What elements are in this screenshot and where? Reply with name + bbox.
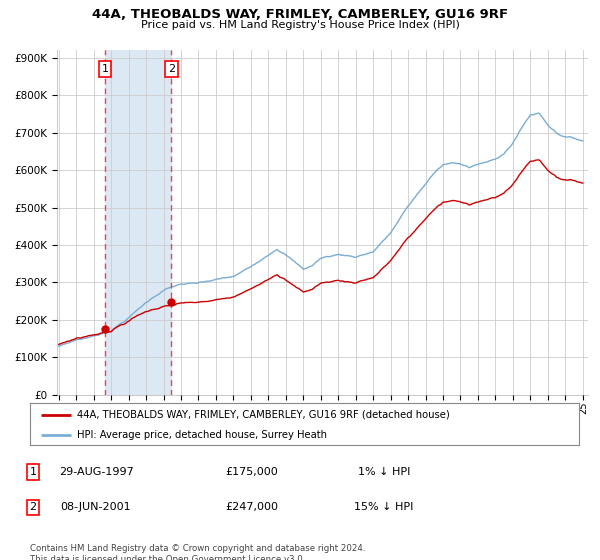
Text: 1% ↓ HPI: 1% ↓ HPI	[358, 467, 410, 477]
Text: HPI: Average price, detached house, Surrey Heath: HPI: Average price, detached house, Surr…	[77, 430, 326, 440]
Text: Price paid vs. HM Land Registry's House Price Index (HPI): Price paid vs. HM Land Registry's House …	[140, 20, 460, 30]
Text: 1: 1	[102, 64, 109, 74]
Text: Contains HM Land Registry data © Crown copyright and database right 2024.
This d: Contains HM Land Registry data © Crown c…	[30, 544, 365, 560]
Text: 29-AUG-1997: 29-AUG-1997	[59, 467, 133, 477]
Text: £175,000: £175,000	[226, 467, 278, 477]
Text: 2: 2	[167, 64, 175, 74]
Text: 2: 2	[29, 502, 37, 512]
Text: 44A, THEOBALDS WAY, FRIMLEY, CAMBERLEY, GU16 9RF: 44A, THEOBALDS WAY, FRIMLEY, CAMBERLEY, …	[92, 8, 508, 21]
Bar	[105, 50, 171, 395]
Text: 1: 1	[29, 467, 37, 477]
Text: 44A, THEOBALDS WAY, FRIMLEY, CAMBERLEY, GU16 9RF (detached house): 44A, THEOBALDS WAY, FRIMLEY, CAMBERLEY, …	[77, 410, 449, 420]
Text: 15% ↓ HPI: 15% ↓ HPI	[355, 502, 413, 512]
Text: 08-JUN-2001: 08-JUN-2001	[61, 502, 131, 512]
Text: £247,000: £247,000	[226, 502, 278, 512]
